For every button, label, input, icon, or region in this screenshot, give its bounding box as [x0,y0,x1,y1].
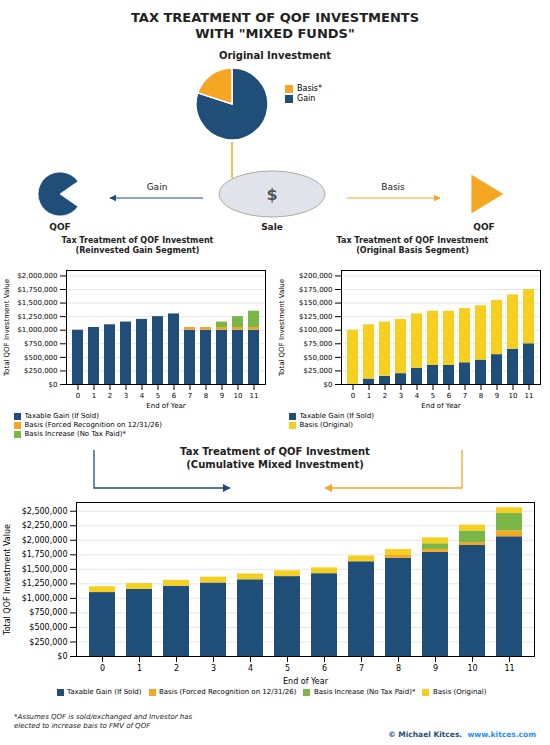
html-text:Tax Treatment of QOF Investmen: Tax Treatment of QOF Investment (Origina… [336,236,489,255]
svg-text:$1,500,000: $1,500,000 [22,565,68,574]
svg-text:Total QOF Investment Value: Total QOF Investment Value [278,279,286,377]
svg-text:4: 4 [248,664,253,673]
svg-text:7: 7 [359,664,364,673]
svg-text:$500,000: $500,000 [24,354,57,362]
svg-text:$175,000: $175,000 [299,286,332,294]
svg-text:End of Year: End of Year [421,402,460,410]
svg-text:4: 4 [140,392,145,400]
svg-text:Sale: Sale [261,222,283,232]
svg-text:6: 6 [447,392,452,400]
svg-text:$1,250,000: $1,250,000 [17,313,57,321]
svg-text:7: 7 [188,392,192,400]
svg-text:10: 10 [467,664,477,673]
svg-text:$1,500,000: $1,500,000 [17,299,57,307]
svg-text:8: 8 [479,392,483,400]
html-text:Tax Treatment of QOF Investmen: Tax Treatment of QOF Investment (Cumulat… [180,446,370,470]
svg-text:$1,250,000: $1,250,000 [22,579,68,588]
svg-text:Gain: Gain [147,182,168,192]
svg-text:QOF: QOF [473,222,494,232]
svg-text:6: 6 [322,664,327,673]
svg-text:11: 11 [525,392,534,400]
svg-text:$: $ [266,185,277,204]
svg-text:$750,000: $750,000 [29,608,67,617]
svg-text:8: 8 [204,392,208,400]
svg-text:$100,000: $100,000 [299,326,332,334]
svg-text:$50,000: $50,000 [304,354,333,362]
html-text:Basis*: Basis* [297,84,322,93]
svg-text:1: 1 [137,664,142,673]
svg-text:11: 11 [250,392,259,400]
svg-text:$0: $0 [57,652,67,661]
svg-text:$2,000,000: $2,000,000 [17,272,57,280]
svg-text:$125,000: $125,000 [299,313,332,321]
html-text:Basis Increase (No Tax Paid)*: Basis Increase (No Tax Paid)* [24,430,126,438]
svg-text:$75,000: $75,000 [304,340,333,348]
svg-text:$1,750,000: $1,750,000 [17,286,57,294]
svg-text:1: 1 [92,392,96,400]
svg-text:End of Year: End of Year [283,677,329,686]
html-text:Gain: Gain [297,94,316,103]
svg-text:4: 4 [415,392,420,400]
svg-text:$1,750,000: $1,750,000 [22,550,68,559]
svg-text:$25,000: $25,000 [304,367,333,375]
html-text:Basis (Forced Recognition on 1: Basis (Forced Recognition on 12/31/26) [24,421,162,429]
html-text:Taxable Gain (If Sold): Taxable Gain (If Sold) [67,688,142,696]
svg-text:$2,500,000: $2,500,000 [22,507,68,516]
svg-text:6: 6 [172,392,177,400]
svg-text:5: 5 [431,392,435,400]
svg-text:9: 9 [495,392,499,400]
html-text:Taxable Gain (If Sold): Taxable Gain (If Sold) [24,412,99,420]
svg-text:2: 2 [108,392,112,400]
svg-text:$0: $0 [49,381,58,389]
svg-text:$1,000,000: $1,000,000 [22,594,68,603]
svg-text:0: 0 [100,664,105,673]
svg-text:5: 5 [156,392,160,400]
svg-text:QOF: QOF [49,222,70,232]
svg-text:$1,000,000: $1,000,000 [17,326,57,334]
svg-text:8: 8 [396,664,401,673]
svg-text:End of Year: End of Year [146,402,185,410]
svg-text:3: 3 [211,664,216,673]
svg-text:0: 0 [76,392,80,400]
html-text:Basis (Original): Basis (Original) [299,421,353,429]
html-text:*Assumes QOF is sold/exchanged: *Assumes QOF is sold/exchanged and Inves… [14,713,193,730]
html-text:Basis Increase (No Tax Paid)*: Basis Increase (No Tax Paid)* [314,688,416,696]
svg-text:0: 0 [351,392,355,400]
svg-text:$2,250,000: $2,250,000 [22,521,68,530]
svg-text:Basis: Basis [381,182,405,192]
svg-text:2: 2 [174,664,179,673]
svg-text:$0: $0 [324,381,333,389]
svg-text:$500,000: $500,000 [29,623,67,632]
svg-text:$750,000: $750,000 [24,340,57,348]
svg-text:10: 10 [509,392,518,400]
svg-text:3: 3 [399,392,403,400]
html-text:Taxable Gain (If Sold): Taxable Gain (If Sold) [299,412,374,420]
svg-text:$200,000: $200,000 [299,272,332,280]
svg-text:$250,000: $250,000 [24,367,57,375]
html-text:Basis (Original): Basis (Original) [433,688,487,696]
svg-text:$250,000: $250,000 [29,638,67,647]
svg-text:Total QOF Investment Value: Total QOF Investment Value [3,279,11,377]
html-text:© Michael Kitces. www.kitces.c: © Michael Kitces. www.kitces.com [388,730,536,739]
svg-text:$2,000,000: $2,000,000 [22,536,68,545]
html-text:TAX TREATMENT OF QOF INVESTMEN: TAX TREATMENT OF QOF INVESTMENTS WITH "M… [131,10,419,42]
html-text:Basis (Forced Recognition on 1: Basis (Forced Recognition on 12/31/26) [159,688,297,696]
svg-text:Total QOF Investment Value: Total QOF Investment Value [3,524,12,636]
svg-text:9: 9 [220,392,224,400]
svg-text:1: 1 [367,392,371,400]
svg-text:$150,000: $150,000 [299,299,332,307]
svg-text:7: 7 [463,392,467,400]
svg-text:9: 9 [433,664,438,673]
html-text:Original Investment: Original Investment [218,50,332,61]
svg-text:10: 10 [234,392,243,400]
svg-text:3: 3 [124,392,128,400]
svg-text:2: 2 [383,392,387,400]
svg-text:5: 5 [285,664,290,673]
svg-text:11: 11 [504,664,514,673]
html-text:Tax Treatment of QOF Investmen: Tax Treatment of QOF Investment (Reinves… [61,236,214,255]
